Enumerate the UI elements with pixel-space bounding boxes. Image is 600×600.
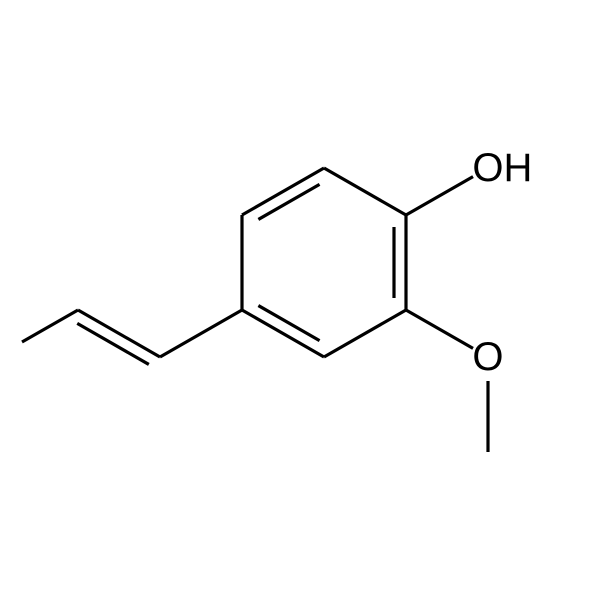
atom-label: O [472, 335, 503, 379]
molecule-diagram: OH O [0, 0, 600, 600]
atom-label: OH [472, 146, 532, 190]
